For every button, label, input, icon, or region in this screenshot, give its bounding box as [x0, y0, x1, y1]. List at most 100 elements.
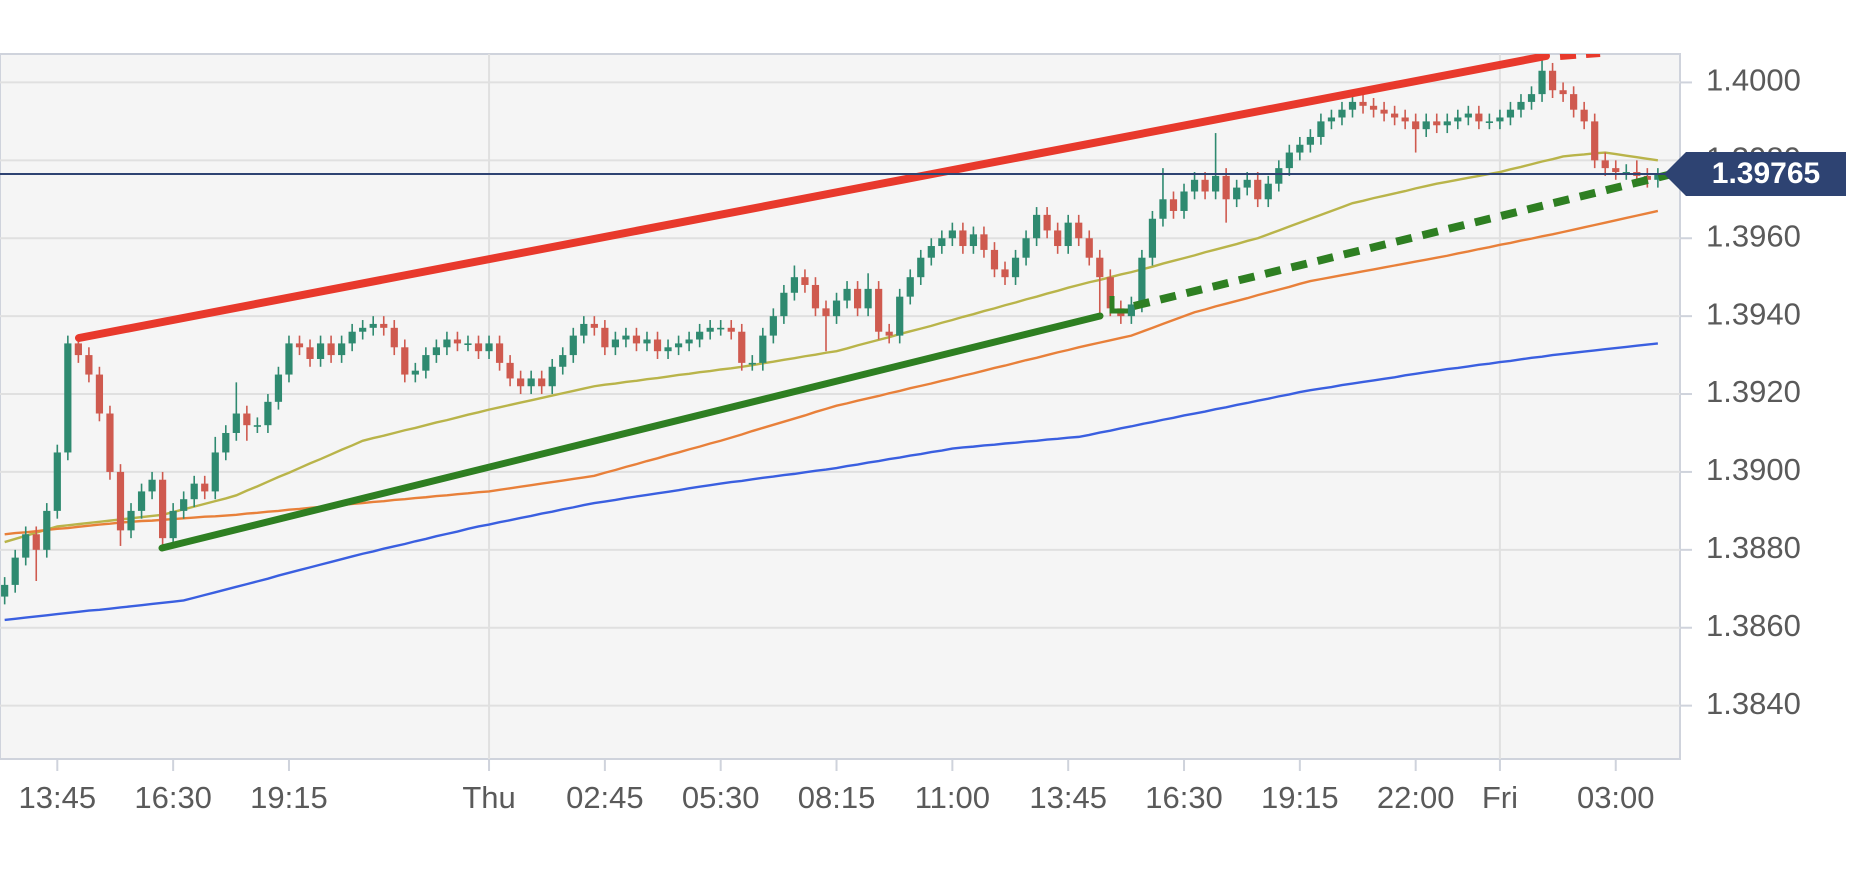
candle-body [622, 335, 630, 340]
candle-body [1254, 179, 1262, 200]
x-tick-label: 11:00 [915, 780, 990, 815]
support-trend-line [158, 312, 1104, 552]
candle-body [822, 308, 830, 317]
candle-body [359, 327, 367, 332]
x-tick-label: 02:45 [566, 780, 644, 815]
candle-body [432, 347, 440, 356]
candle-body [390, 327, 398, 348]
candle-body [896, 296, 904, 336]
candle-body [1001, 269, 1009, 278]
candle-body [116, 471, 125, 531]
candle-body [948, 230, 956, 239]
candle-body [485, 343, 493, 352]
candle-body [1296, 144, 1304, 153]
candle-body [1233, 187, 1241, 200]
x-tick-label: 19:15 [250, 780, 328, 815]
candle-body [853, 288, 862, 309]
candle-body [990, 249, 999, 270]
candle-body [1348, 101, 1357, 110]
candle-body [906, 277, 914, 297]
candle-body [106, 413, 114, 472]
candle-body [1464, 113, 1472, 118]
candle-body [832, 300, 841, 317]
y-tick-label: 1.3880 [1706, 530, 1801, 565]
candle-body [348, 331, 356, 344]
x-tick-label: 22:00 [1377, 780, 1455, 815]
candle-body [759, 335, 767, 363]
candle-body [338, 343, 346, 356]
candle-body [1517, 101, 1525, 110]
y-tick-label: 1.3940 [1706, 296, 1801, 331]
candle-body [1412, 121, 1420, 130]
candle-body [1190, 179, 1199, 192]
candle-body [1475, 113, 1483, 122]
candle-body [1127, 304, 1135, 317]
y-tick-label: 1.4000 [1706, 63, 1801, 98]
candle-body [1, 584, 9, 597]
candle-body [43, 510, 51, 550]
candle-body [1380, 109, 1388, 114]
candle-body [495, 343, 504, 363]
candle-body [401, 347, 409, 375]
candle-body [1538, 70, 1546, 95]
x-tick-label: 16:30 [134, 780, 212, 815]
candle-body [1338, 109, 1346, 118]
candle-body [180, 499, 188, 511]
candle-body [380, 323, 388, 328]
candles [1, 55, 1662, 605]
candle-body [74, 343, 82, 356]
candle-body [864, 288, 872, 309]
candle-body [327, 343, 335, 356]
current-price-label: 1.39765 [1712, 157, 1820, 190]
x-tick-label: 13:45 [19, 780, 97, 815]
candle-body [85, 355, 93, 375]
resistance-trend-line [75, 54, 1550, 342]
y-tick-label: 1.3960 [1706, 218, 1801, 253]
candle-body [717, 327, 725, 330]
candle-body [64, 343, 72, 453]
candle-body [1327, 117, 1336, 122]
candle-body [517, 378, 525, 387]
candle-body [1285, 152, 1293, 169]
x-tick-label: 13:45 [1029, 780, 1107, 815]
y-tick-label: 1.3900 [1706, 452, 1801, 487]
candle-body [653, 339, 662, 352]
candle-body [11, 557, 19, 585]
candle-body [1559, 90, 1567, 95]
support-step [1109, 296, 1128, 314]
candle-body [264, 401, 272, 426]
candle-body [569, 335, 577, 356]
candle-body [369, 323, 377, 328]
candle-body [1401, 117, 1409, 122]
candle-body [1622, 172, 1630, 174]
candle-body [1180, 191, 1188, 211]
plot-area [0, 53, 1681, 760]
candle-body [253, 425, 261, 427]
candle-body [411, 370, 419, 375]
candle-body [159, 479, 167, 539]
candle-body [32, 534, 40, 550]
candle-body [22, 534, 30, 558]
candle-body [1043, 214, 1051, 231]
candle-body [232, 413, 240, 433]
candle-body [1317, 121, 1325, 137]
x-tick-label: Thu [462, 780, 515, 815]
candle-body [443, 339, 451, 348]
candle-body [190, 483, 198, 500]
indicator-lines [4, 151, 1659, 622]
x-tick-label: 03:00 [1577, 780, 1655, 815]
candle-body [875, 288, 883, 332]
candle-body [611, 339, 619, 348]
candle-body [295, 343, 304, 348]
x-tick-label: 19:15 [1261, 780, 1339, 815]
candle-body [1433, 121, 1441, 126]
candle-body [1506, 109, 1515, 118]
candle-body [1022, 238, 1030, 258]
candle-body [1527, 94, 1536, 102]
candle-body [137, 491, 146, 511]
candle-body [1570, 94, 1578, 110]
candle-body [1106, 277, 1114, 309]
candle-body [95, 374, 104, 414]
candle-body [959, 230, 967, 247]
